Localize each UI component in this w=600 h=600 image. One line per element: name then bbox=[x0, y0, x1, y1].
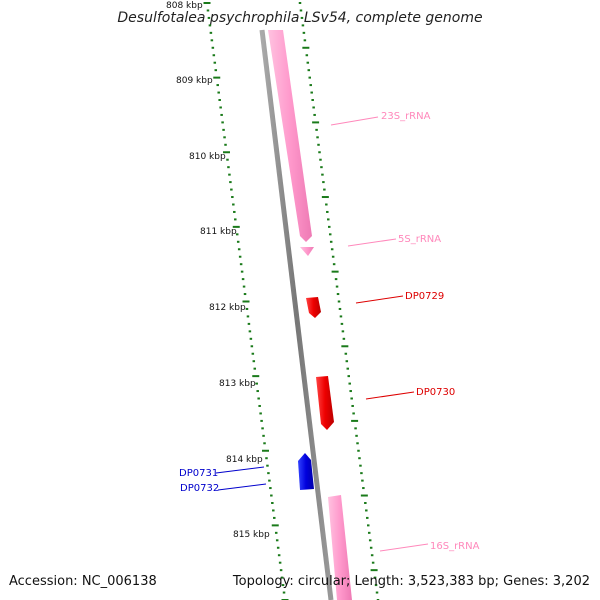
genome-backbone bbox=[259, 29, 334, 600]
feature-5s-rrna[interactable]: 5S_rRNA bbox=[300, 234, 441, 256]
feature-23s-rrna[interactable]: 23S_rRNA bbox=[268, 30, 431, 242]
feature-label: DP0732 bbox=[180, 483, 219, 494]
feature-label: DP0729 bbox=[405, 291, 444, 302]
label-leader bbox=[379, 543, 429, 552]
label-leader bbox=[330, 116, 379, 126]
rrna-arrow[interactable] bbox=[328, 495, 352, 600]
feature-label: 23S_rRNA bbox=[381, 111, 431, 122]
scale-label: 808 kbp bbox=[166, 1, 203, 11]
accession-text: Accession: NC_006138 bbox=[9, 574, 157, 589]
scale-label: 814 kbp bbox=[226, 455, 263, 465]
feature-label: 16S_rRNA bbox=[430, 541, 480, 552]
label-leader bbox=[347, 238, 397, 247]
feature-label: DP0731 bbox=[179, 468, 218, 479]
feature-dp0730[interactable]: DP0730 bbox=[316, 376, 455, 430]
map-title: Desulfotalea psychrophila LSv54, complet… bbox=[117, 10, 483, 26]
scale-label: 810 kbp bbox=[189, 152, 226, 162]
feature-dp0729[interactable]: DP0729 bbox=[306, 291, 444, 318]
label-leader bbox=[217, 483, 267, 491]
scale-label: 813 kbp bbox=[219, 379, 256, 389]
tick-ring bbox=[203, 2, 380, 600]
gene-arrow[interactable] bbox=[316, 376, 334, 430]
gene-arrow[interactable] bbox=[298, 453, 314, 490]
feature-16s-rrna[interactable]: 16S_rRNA bbox=[328, 495, 480, 600]
feature-dp0732[interactable]: DP0732 bbox=[180, 483, 267, 494]
scale-label: 809 kbp bbox=[176, 76, 213, 86]
feature-dp0731[interactable]: DP0731 bbox=[179, 453, 314, 490]
feature-label: 5S_rRNA bbox=[398, 234, 441, 245]
gene-arrow[interactable] bbox=[306, 297, 321, 318]
feature-label: DP0730 bbox=[416, 387, 455, 398]
genome-summary-text: Topology: circular; Length: 3,523,383 bp… bbox=[232, 574, 590, 589]
label-leader bbox=[365, 391, 415, 400]
label-leader bbox=[355, 295, 404, 304]
scale-labels: 808 kbp 809 kbp 810 kbp 811 kbp 812 kbp … bbox=[166, 1, 270, 540]
label-leader bbox=[215, 466, 265, 474]
rrna-arrow[interactable] bbox=[300, 247, 314, 256]
scale-label: 811 kbp bbox=[200, 227, 237, 237]
rrna-arrow[interactable] bbox=[268, 30, 312, 242]
scale-label: 815 kbp bbox=[233, 530, 270, 540]
scale-label: 812 kbp bbox=[209, 303, 246, 313]
